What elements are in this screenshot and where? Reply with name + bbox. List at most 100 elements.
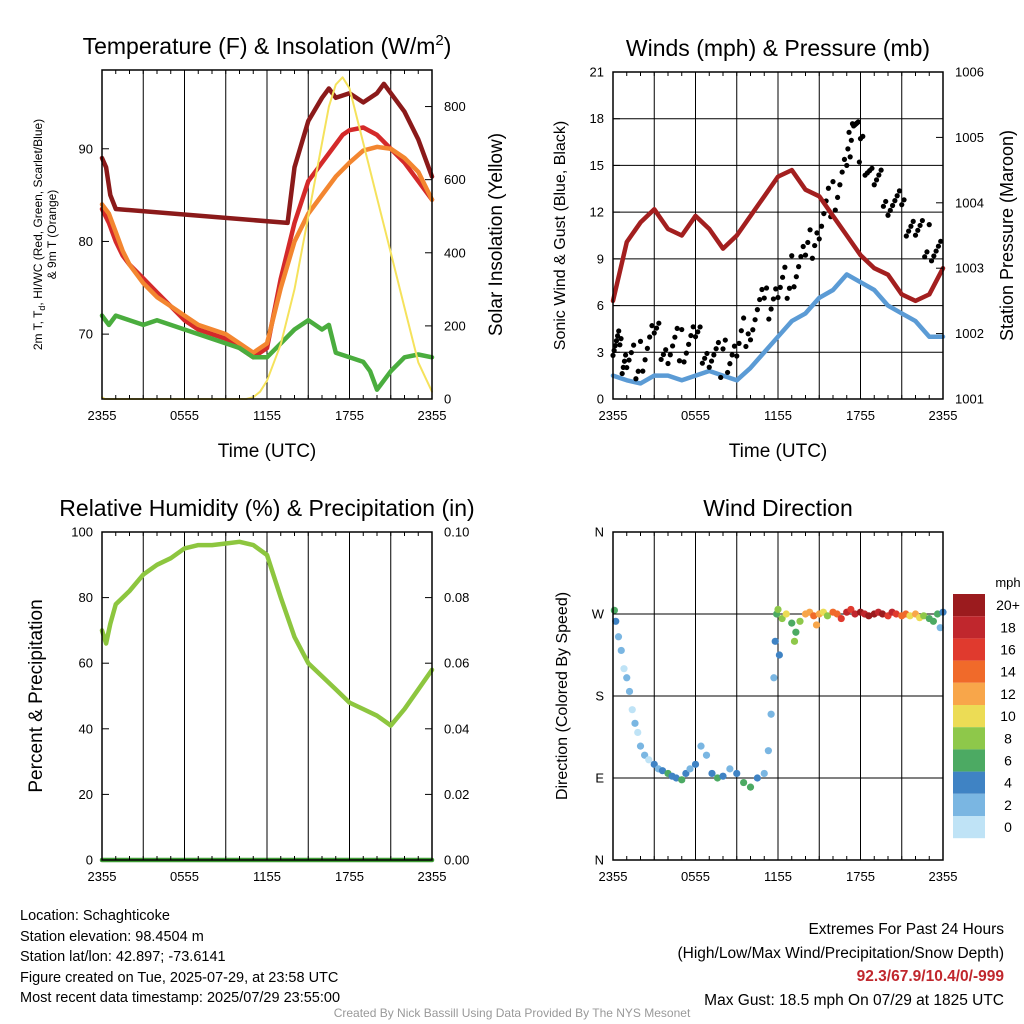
gust-point	[626, 357, 632, 363]
direction-point	[612, 617, 620, 625]
y-tick-label: 6	[597, 298, 604, 313]
direction-point	[697, 742, 705, 750]
gust-point	[715, 339, 722, 346]
direction-point	[892, 610, 900, 618]
gust-point	[741, 315, 747, 321]
y2-tick-label: 1003	[955, 261, 984, 276]
direction-point	[753, 774, 761, 782]
y-tick-label: 15	[590, 158, 604, 173]
direction-point	[634, 728, 642, 737]
x-tick-label: 1755	[846, 869, 875, 884]
gust-point	[812, 242, 818, 249]
gust-point	[706, 364, 712, 370]
colorbar-label: 8	[1004, 730, 1012, 746]
colorbar-label: 12	[1000, 686, 1016, 702]
y-tick-label: 70	[79, 327, 93, 342]
direction-point	[702, 751, 711, 759]
gust-point	[933, 248, 939, 254]
gust-point	[834, 194, 841, 201]
direction-point	[833, 610, 841, 618]
colorbar-swatch	[953, 594, 985, 617]
x-tick-label: 2355	[929, 408, 958, 423]
gust-point	[878, 167, 884, 173]
gust-point	[779, 274, 786, 280]
colorbar-swatch	[953, 816, 985, 839]
x-tick-label: 1755	[335, 408, 364, 423]
colorbar-swatch	[953, 682, 985, 705]
direction-point	[760, 769, 768, 778]
gust-point	[931, 253, 937, 259]
gust-point	[782, 264, 788, 270]
gust-point	[896, 188, 903, 194]
gust-point	[908, 223, 914, 229]
colorbar-label: 0	[1004, 819, 1012, 835]
station-info: Location: Schaghticoke Station elevation…	[20, 906, 340, 1009]
y2-tick-label: 600	[444, 172, 466, 187]
gust-point	[814, 230, 820, 236]
gust-point	[676, 358, 683, 364]
x-tick-label: 1755	[846, 408, 875, 423]
direction-point	[678, 776, 686, 784]
y2-tick-label: 1004	[955, 195, 984, 210]
gust-point	[616, 328, 622, 334]
direction-point	[672, 774, 680, 782]
gust-point	[839, 169, 845, 175]
x-tick-label: 1155	[764, 869, 792, 884]
y2-tick-label: 1005	[955, 130, 984, 145]
gust-point	[846, 129, 852, 135]
gust-point	[910, 218, 916, 224]
gust-point	[702, 355, 708, 361]
y-tick-label: 90	[79, 141, 93, 156]
gust-point	[883, 198, 889, 205]
station-location: Location: Schaghticoke	[20, 908, 170, 924]
direction-point	[620, 665, 628, 673]
y-tick-label: N	[595, 853, 604, 868]
gust-point	[621, 358, 628, 364]
gust-point	[612, 343, 618, 349]
x-tick-label: 2355	[929, 869, 958, 884]
y-tick-label: 21	[590, 65, 604, 80]
y-tick-label: 3	[597, 345, 604, 360]
y-tick-label: 80	[79, 234, 93, 249]
colorbar-label: 16	[1000, 642, 1016, 658]
y2-tick-label: 0.08	[444, 590, 469, 605]
gust-point	[775, 294, 781, 301]
gust-point	[894, 193, 900, 199]
gust-point	[796, 264, 802, 270]
credit-line: Created By Nick Bassill Using Data Provi…	[333, 1006, 691, 1020]
gust-point	[869, 165, 875, 171]
gust-point	[711, 352, 717, 358]
gust-point	[718, 374, 724, 381]
gust-point	[631, 342, 637, 348]
series-line	[610, 272, 946, 386]
gust-point	[613, 338, 620, 344]
x-tick-label: 2355	[599, 869, 628, 884]
gust-point	[899, 202, 905, 208]
gust-point	[750, 327, 756, 333]
y2-axis-label: Station Pressure (Maroon)	[997, 130, 1017, 341]
direction-point	[865, 612, 873, 620]
panel-title: Relative Humidity (%) & Precipitation (i…	[59, 495, 474, 521]
gust-point	[768, 306, 774, 312]
direction-point	[682, 769, 690, 778]
gust-point	[663, 347, 669, 353]
y2-axis-label: Solar Insolation (Yellow)	[486, 133, 507, 336]
colorbar-title: mph	[995, 575, 1020, 590]
y-axis-label-rest: , HI/WC (Red, Green, Scarlet/Blue)	[31, 119, 45, 306]
direction-point	[796, 617, 804, 625]
direction-point	[645, 756, 653, 764]
gust-point	[708, 358, 715, 364]
series-line	[99, 539, 435, 728]
figure-created: Figure created on Tue, 2025-07-29, at 23…	[20, 969, 339, 986]
gust-point	[763, 285, 770, 291]
x-tick-label: 0555	[681, 869, 710, 884]
gust-point	[679, 326, 685, 333]
gust-point	[876, 172, 882, 178]
y2-tick-label: 0.06	[444, 656, 469, 671]
gust-point	[628, 349, 634, 356]
direction-point	[641, 751, 649, 759]
gust-point	[912, 232, 919, 238]
gust-point	[745, 331, 751, 337]
gust-point	[906, 228, 912, 234]
